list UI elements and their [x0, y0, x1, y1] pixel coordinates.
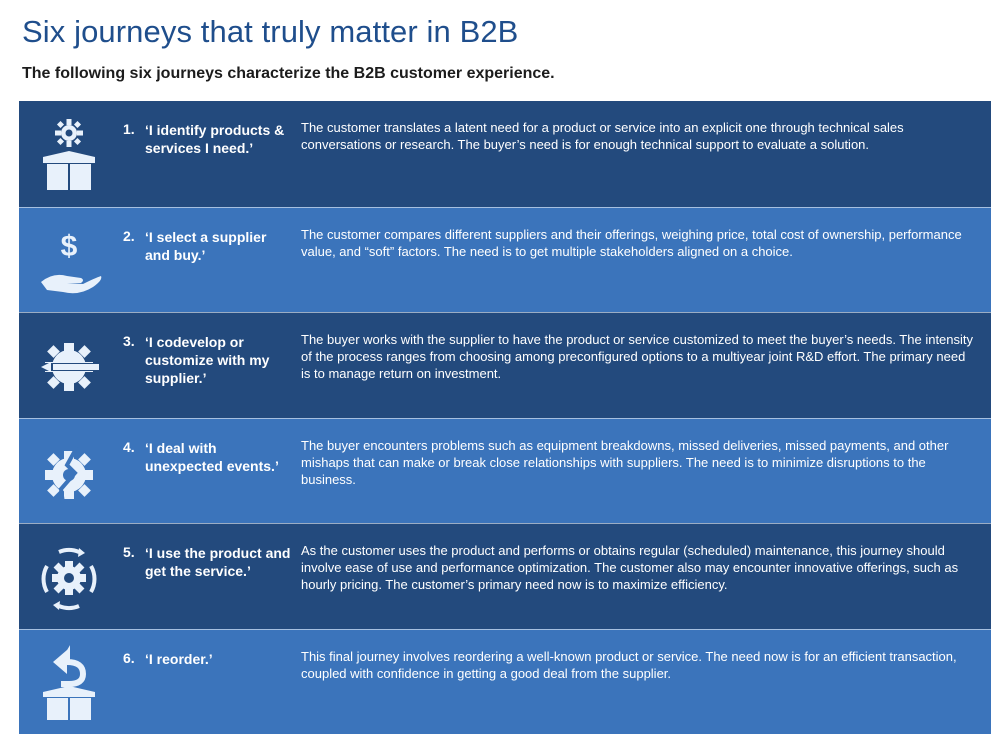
journey-row-3: 3. ‘I codevelop or customize with my sup…: [19, 312, 991, 418]
page-title: Six journeys that truly matter in B2B: [22, 14, 519, 49]
journey-description: The buyer encounters problems such as eq…: [301, 437, 949, 487]
journey-number: 2.: [123, 227, 135, 244]
page-subtitle: The following six journeys characterize …: [22, 65, 555, 82]
journey-label: ‘I identify products & services I need.’: [145, 122, 285, 156]
journey-description: The buyer works with the supplier to hav…: [301, 332, 974, 381]
journey-row-2: $ 2. ‘I select a supplier and buy.’ The …: [19, 206, 991, 312]
journey-description: The customer compares different supplier…: [301, 226, 962, 259]
journey-label: ‘I deal with unexpected events.’: [145, 439, 279, 474]
journey-row-4: 4. ‘I deal with unexpected events.’ The …: [19, 417, 991, 523]
journeys-table: 1. ‘I identify products & services I nee…: [19, 101, 991, 734]
journey-row-5: 5. ‘I use the product and get the servic…: [19, 523, 991, 629]
journey-label: ‘I select a supplier and buy.’: [145, 228, 267, 263]
journey-description: The customer translates a latent need fo…: [301, 120, 904, 152]
journey-number: 5.: [123, 544, 135, 560]
journey-label: ‘I codevelop or customize with my suppli…: [145, 334, 270, 386]
gear-box-icon: [33, 113, 105, 193]
journey-label: ‘I reorder.’: [145, 650, 213, 667]
svg-text:$: $: [61, 230, 78, 263]
journey-row-6: 6. ‘I reorder.’ This final journey invol…: [19, 628, 991, 734]
journey-description: As the customer uses the product and per…: [301, 543, 959, 592]
dollar-hand-icon: $: [33, 220, 105, 300]
journey-number: 3.: [123, 333, 135, 349]
journey-label: ‘I use the product and get the service.’: [145, 545, 291, 579]
journey-number: 6.: [123, 649, 135, 666]
journey-row-1: 1. ‘I identify products & services I nee…: [19, 101, 991, 207]
gear-pencil-icon: [33, 325, 105, 405]
journey-number: 1.: [123, 121, 135, 137]
broken-gear-icon: [33, 431, 105, 511]
journey-description: This final journey involves reordering a…: [301, 648, 957, 681]
reorder-box-icon: [33, 642, 105, 722]
gear-cycle-icon: [33, 536, 105, 616]
journey-number: 4.: [123, 438, 135, 455]
